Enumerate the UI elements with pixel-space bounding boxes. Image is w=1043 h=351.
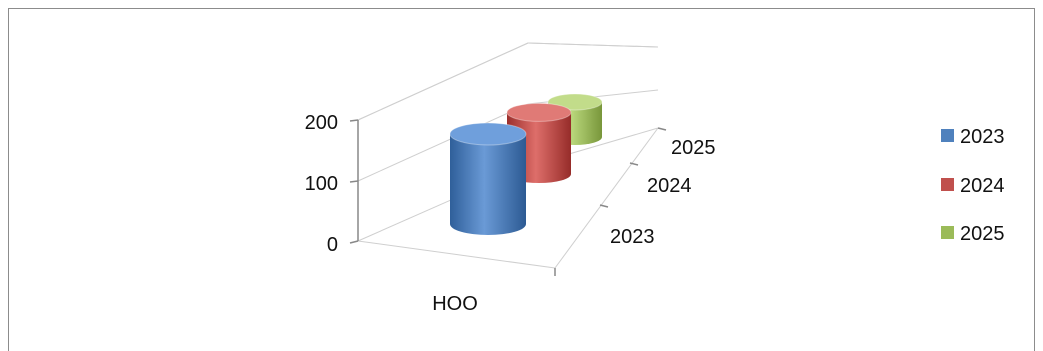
cylinder-2023: [449, 122, 527, 235]
legend-swatch-2024: [941, 178, 954, 191]
depth-label-2024: 2024: [647, 175, 692, 197]
legend-label-2023: 2023: [960, 126, 1005, 148]
floor-front: [357, 240, 556, 269]
axis-lines: [349, 119, 667, 276]
tick-y-100: [349, 180, 359, 183]
depth-label-2023: 2023: [610, 226, 655, 248]
y-tick-label-0: 0: [327, 234, 338, 256]
cylinder-top-2023: [449, 122, 527, 146]
legend-swatch-2025: [941, 226, 954, 239]
depth-tick-2: [629, 162, 639, 166]
floor-right: [554, 127, 659, 269]
legend-swatch-2023: [941, 129, 954, 142]
category-label-hoo: HOO: [432, 293, 478, 315]
depth-tick-3: [657, 127, 667, 131]
grid-back-200b: [527, 42, 659, 48]
y-tick-label-100: 100: [305, 173, 338, 195]
depth-tick-1: [599, 204, 609, 208]
tick-y-0: [349, 240, 359, 244]
legend: 2023 2024 2025: [941, 126, 1005, 245]
cylinder-top-2025: [547, 93, 603, 111]
legend-label-2025: 2025: [960, 223, 1005, 245]
grid-back-100: [357, 103, 529, 182]
legend-label-2024: 2024: [960, 175, 1005, 197]
cylinder-body-2023: [450, 134, 526, 235]
y-tick-label-200: 200: [305, 112, 338, 134]
cylinder-series-group: [449, 93, 603, 235]
grid-back-200: [357, 42, 529, 121]
tick-y-200: [349, 119, 359, 122]
depth-label-2025: 2025: [671, 137, 716, 159]
cylinder-top-2024: [506, 102, 572, 122]
